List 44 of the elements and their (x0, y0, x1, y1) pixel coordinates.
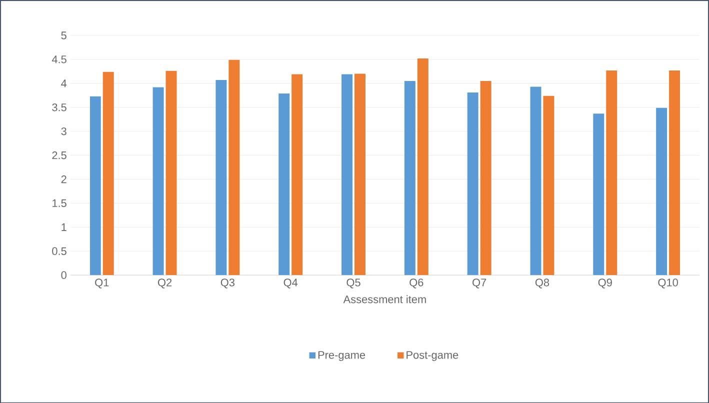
y-tick-label: 3 (61, 127, 66, 135)
bar (669, 70, 680, 275)
bar (467, 92, 478, 275)
bar (606, 70, 618, 275)
x-tick-label: Q8 (535, 278, 550, 288)
bar (480, 80, 492, 275)
x-tick-label: Q1 (95, 278, 109, 288)
y-tick-label: 0.5 (52, 247, 66, 255)
bar (404, 80, 416, 275)
x-tick-label: Q4 (284, 278, 298, 288)
y-tick-label: 1.5 (52, 199, 66, 207)
y-tick-label: 1 (62, 223, 66, 231)
bar (530, 86, 542, 275)
x-axis-title: Assessment item (343, 294, 426, 303)
bar (354, 74, 366, 275)
bar (278, 93, 290, 275)
bar (166, 70, 177, 275)
bar (417, 58, 428, 275)
y-tick-label: 5 (61, 31, 66, 40)
x-tick-label: Q9 (598, 278, 612, 288)
bar (90, 96, 101, 275)
x-tick-label: Q6 (410, 278, 424, 288)
bar (543, 96, 554, 275)
bar (228, 60, 240, 275)
x-tick-label: Q2 (158, 278, 172, 288)
bar (152, 87, 164, 275)
y-tick-label: 2 (61, 175, 66, 183)
legend-label: Pre-game (318, 350, 366, 361)
bar (102, 72, 114, 275)
bar (216, 80, 227, 275)
y-tick-label: 4.5 (52, 55, 66, 64)
y-tick-label: 0 (61, 271, 66, 279)
bar (342, 74, 353, 275)
y-tick-label: 3.5 (52, 103, 66, 112)
y-tick-label: 4 (61, 79, 67, 87)
y-tick-label: 2.5 (52, 151, 66, 159)
legend-label: Post-game (406, 350, 458, 361)
x-tick-label: Q10 (658, 278, 678, 288)
bar (593, 113, 604, 275)
bar (656, 108, 668, 275)
x-tick-label: Q3 (220, 278, 234, 288)
bar (292, 74, 303, 275)
x-tick-label: Q5 (346, 278, 360, 288)
x-tick-label: Q7 (472, 278, 486, 288)
